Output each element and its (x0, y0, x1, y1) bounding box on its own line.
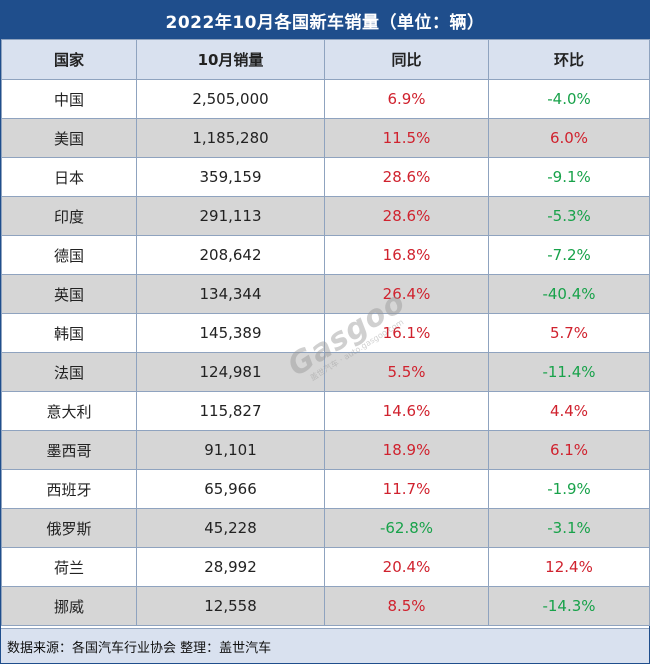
cell-country: 德国 (1, 235, 137, 275)
cell-mom: -9.1% (488, 157, 650, 197)
cell-country: 俄罗斯 (1, 508, 137, 548)
sales-table: 国家 10月销量 同比 环比 中国 2,505,000 6.9% -4.0% 美国 1,1… (1, 39, 650, 626)
table-row: 挪威 12,558 8.5% -14.3% (1, 586, 650, 626)
source-footer: 数据来源：各国汽车行业协会 整理：盖世汽车 (1, 628, 649, 663)
table-body: 中国 2,505,000 6.9% -4.0% 美国 1,185,280 11.5% 6.0%… (1, 79, 650, 626)
cell-sales: 28,992 (136, 547, 325, 587)
cell-country: 法国 (1, 352, 137, 392)
cell-mom: -4.0% (488, 79, 650, 119)
cell-mom: -3.1% (488, 508, 650, 548)
table-title: 2022年10月各国新车销量（单位：辆） (1, 1, 649, 39)
column-header-mom: 环比 (488, 39, 650, 80)
cell-mom: -40.4% (488, 274, 650, 314)
table-row: 韩国 145,389 16.1% 5.7% (1, 313, 650, 353)
table-row: 英国 134,344 26.4% -40.4% (1, 274, 650, 314)
cell-mom: 6.1% (488, 430, 650, 470)
cell-yoy: 18.9% (324, 430, 489, 470)
cell-yoy: 5.5% (324, 352, 489, 392)
table-row: 俄罗斯 45,228 -62.8% -3.1% (1, 508, 650, 548)
cell-yoy: 14.6% (324, 391, 489, 431)
table-row: 意大利 115,827 14.6% 4.4% (1, 391, 650, 431)
cell-mom: -14.3% (488, 586, 650, 626)
cell-mom: 6.0% (488, 118, 650, 158)
cell-country: 印度 (1, 196, 137, 236)
cell-mom: 12.4% (488, 547, 650, 587)
table-row: 中国 2,505,000 6.9% -4.0% (1, 79, 650, 119)
column-header-country: 国家 (1, 39, 137, 80)
cell-mom: 4.4% (488, 391, 650, 431)
cell-sales: 291,113 (136, 196, 325, 236)
column-header-yoy: 同比 (324, 39, 489, 80)
table-row: 法国 124,981 5.5% -11.4% (1, 352, 650, 392)
cell-country: 韩国 (1, 313, 137, 353)
cell-yoy: 11.5% (324, 118, 489, 158)
cell-country: 美国 (1, 118, 137, 158)
cell-sales: 65,966 (136, 469, 325, 509)
cell-mom: -5.3% (488, 196, 650, 236)
cell-yoy: 16.8% (324, 235, 489, 275)
cell-country: 西班牙 (1, 469, 137, 509)
cell-yoy: 8.5% (324, 586, 489, 626)
table-row: 荷兰 28,992 20.4% 12.4% (1, 547, 650, 587)
cell-sales: 208,642 (136, 235, 325, 275)
table-row: 美国 1,185,280 11.5% 6.0% (1, 118, 650, 158)
cell-country: 挪威 (1, 586, 137, 626)
cell-sales: 2,505,000 (136, 79, 325, 119)
table-row: 德国 208,642 16.8% -7.2% (1, 235, 650, 275)
cell-sales: 134,344 (136, 274, 325, 314)
cell-sales: 91,101 (136, 430, 325, 470)
cell-sales: 45,228 (136, 508, 325, 548)
cell-yoy: 28.6% (324, 196, 489, 236)
cell-yoy: 16.1% (324, 313, 489, 353)
cell-country: 英国 (1, 274, 137, 314)
cell-sales: 12,558 (136, 586, 325, 626)
cell-country: 荷兰 (1, 547, 137, 587)
cell-yoy: 26.4% (324, 274, 489, 314)
header-row: 国家 10月销量 同比 环比 (1, 39, 650, 80)
cell-yoy: 28.6% (324, 157, 489, 197)
cell-sales: 359,159 (136, 157, 325, 197)
cell-sales: 145,389 (136, 313, 325, 353)
cell-yoy: 20.4% (324, 547, 489, 587)
table-row: 墨西哥 91,101 18.9% 6.1% (1, 430, 650, 470)
cell-country: 意大利 (1, 391, 137, 431)
cell-country: 日本 (1, 157, 137, 197)
cell-country: 中国 (1, 79, 137, 119)
cell-yoy: 11.7% (324, 469, 489, 509)
cell-sales: 124,981 (136, 352, 325, 392)
cell-mom: -1.9% (488, 469, 650, 509)
cell-sales: 115,827 (136, 391, 325, 431)
cell-mom: 5.7% (488, 313, 650, 353)
cell-yoy: 6.9% (324, 79, 489, 119)
cell-mom: -7.2% (488, 235, 650, 275)
table-row: 西班牙 65,966 11.7% -1.9% (1, 469, 650, 509)
cell-mom: -11.4% (488, 352, 650, 392)
cell-country: 墨西哥 (1, 430, 137, 470)
cell-sales: 1,185,280 (136, 118, 325, 158)
table-row: 印度 291,113 28.6% -5.3% (1, 196, 650, 236)
table-row: 日本 359,159 28.6% -9.1% (1, 157, 650, 197)
column-header-sales: 10月销量 (136, 39, 325, 80)
cell-yoy: -62.8% (324, 508, 489, 548)
